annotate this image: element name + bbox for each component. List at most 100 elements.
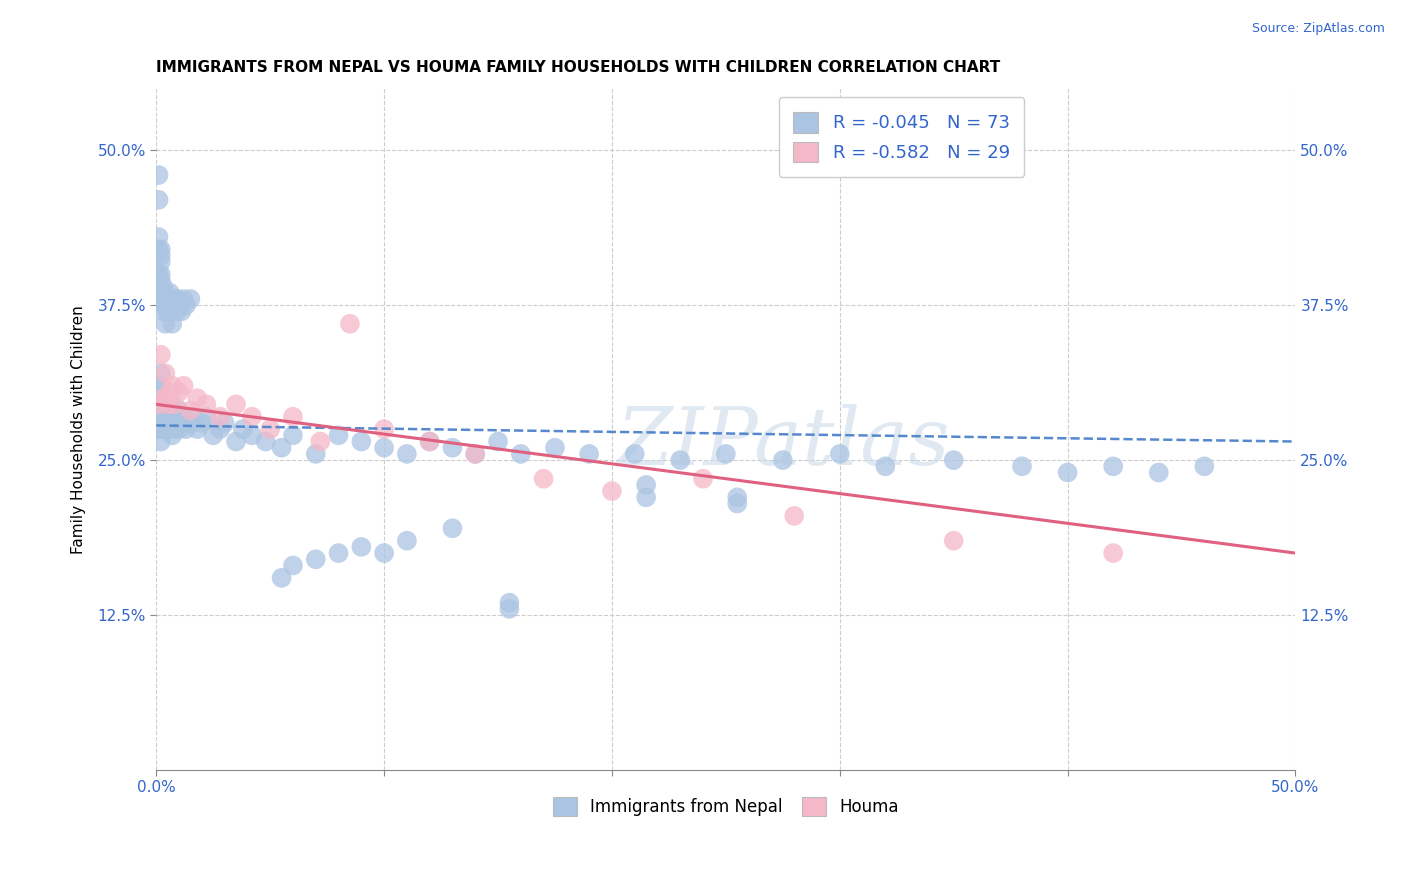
Point (163, 292, 186, 306)
Point (173, 416, 195, 430)
Point (1102, 546, 1125, 560)
Point (148, 397, 170, 411)
Point (149, 434, 172, 449)
Point (156, 304, 179, 318)
Point (167, 403, 190, 417)
Point (240, 409, 263, 424)
Legend: Immigrants from Nepal, Houma: Immigrants from Nepal, Houma (547, 790, 905, 823)
Point (163, 397, 186, 411)
Point (623, 447, 645, 461)
Point (160, 416, 183, 430)
Point (1011, 459, 1033, 474)
Point (160, 378, 183, 392)
Point (533, 472, 555, 486)
Point (152, 409, 174, 424)
Point (209, 422, 232, 436)
Point (149, 249, 172, 263)
Point (149, 397, 172, 411)
Point (181, 409, 204, 424)
Point (170, 409, 193, 424)
Point (202, 428, 225, 442)
Point (155, 285, 177, 300)
Point (155, 391, 177, 405)
Point (942, 453, 965, 467)
Point (156, 409, 179, 424)
Text: ZIPatlas: ZIPatlas (616, 404, 949, 482)
Point (942, 533, 965, 548)
Point (160, 428, 183, 442)
Point (159, 285, 181, 300)
Point (714, 447, 737, 461)
Point (155, 298, 177, 312)
Point (232, 422, 254, 436)
Point (373, 546, 395, 560)
Point (156, 397, 179, 411)
Point (544, 441, 567, 455)
Point (240, 428, 263, 442)
Point (160, 298, 183, 312)
Point (156, 298, 179, 312)
Point (155, 422, 177, 436)
Point (783, 508, 806, 523)
Point (170, 304, 193, 318)
Point (373, 422, 395, 436)
Point (195, 397, 218, 411)
Point (486, 434, 509, 449)
Point (148, 230, 170, 244)
Point (160, 317, 183, 331)
Point (149, 273, 172, 287)
Point (152, 391, 174, 405)
Text: Source: ZipAtlas.com: Source: ZipAtlas.com (1251, 22, 1385, 36)
Point (281, 428, 304, 442)
Point (149, 348, 172, 362)
Point (163, 409, 186, 424)
Point (600, 484, 623, 499)
Point (148, 267, 170, 281)
Point (209, 409, 232, 424)
Point (152, 397, 174, 411)
Point (159, 397, 181, 411)
Point (350, 434, 373, 449)
Point (155, 367, 177, 381)
Point (148, 168, 170, 182)
Point (156, 397, 179, 411)
Point (214, 416, 236, 430)
Point (152, 279, 174, 293)
Point (148, 422, 170, 436)
Point (373, 441, 395, 455)
Point (152, 422, 174, 436)
Point (441, 441, 464, 455)
Point (309, 434, 332, 449)
Point (464, 447, 486, 461)
Point (149, 243, 172, 257)
Point (155, 298, 177, 312)
Point (225, 434, 247, 449)
Point (174, 422, 197, 436)
Point (149, 285, 172, 300)
Point (281, 409, 304, 424)
Point (156, 422, 179, 436)
Point (772, 453, 794, 467)
Point (464, 447, 486, 461)
Point (155, 317, 177, 331)
Point (148, 391, 170, 405)
Point (350, 540, 373, 554)
Point (254, 434, 277, 449)
Point (149, 254, 172, 268)
Point (148, 193, 170, 207)
Point (156, 292, 179, 306)
Point (498, 596, 520, 610)
Point (305, 447, 328, 461)
Point (441, 521, 464, 535)
Point (281, 558, 304, 573)
Point (179, 416, 201, 430)
Point (419, 434, 441, 449)
Point (259, 422, 281, 436)
Point (155, 397, 177, 411)
Point (149, 378, 172, 392)
Point (173, 292, 195, 306)
Point (149, 422, 172, 436)
Point (149, 391, 172, 405)
Point (875, 459, 897, 474)
Point (578, 447, 600, 461)
